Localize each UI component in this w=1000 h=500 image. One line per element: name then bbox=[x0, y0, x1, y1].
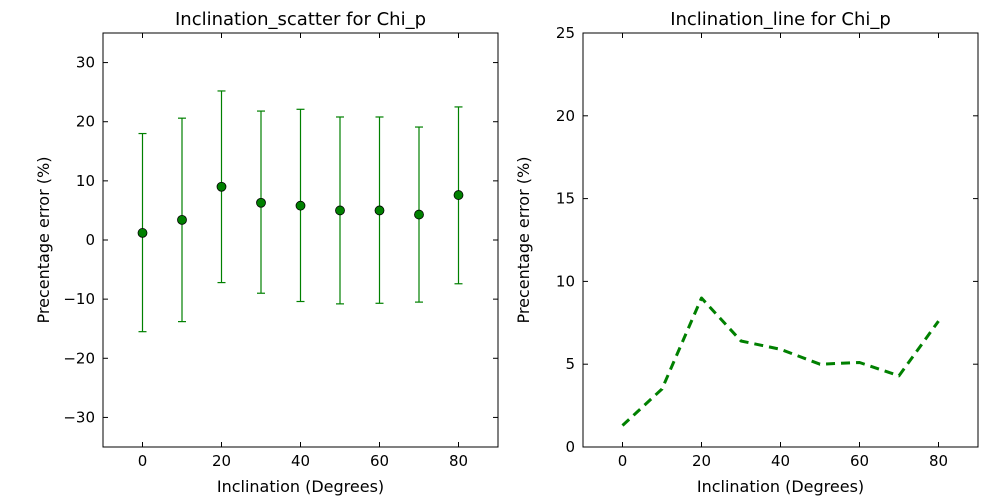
data-point bbox=[414, 209, 424, 220]
y-tick-label: 20 bbox=[556, 107, 575, 125]
y-tick-label: 15 bbox=[556, 190, 575, 208]
y-tick-label: 0 bbox=[85, 231, 95, 249]
x-tick-label: 60 bbox=[850, 452, 869, 470]
y-tick-label: 5 bbox=[565, 355, 575, 373]
data-point bbox=[256, 197, 266, 208]
data-point bbox=[216, 181, 227, 192]
series-line bbox=[621, 296, 940, 427]
y-tick-label: −10 bbox=[63, 290, 95, 308]
x-axis-label: Inclination (Degrees) bbox=[217, 477, 384, 496]
y-tick-label: 30 bbox=[76, 54, 95, 72]
y-axis-label: Precentage error (%) bbox=[514, 157, 533, 324]
x-tick-label: 0 bbox=[138, 452, 148, 470]
data-point bbox=[137, 228, 148, 238]
data-point bbox=[335, 205, 345, 216]
y-tick-label: −30 bbox=[63, 408, 95, 426]
y-tick-label: 20 bbox=[76, 113, 95, 131]
chart-title: Inclination_scatter for Chi_p bbox=[175, 9, 426, 30]
data-point bbox=[374, 205, 385, 216]
y-tick-label: 25 bbox=[556, 24, 575, 42]
y-tick-label: 0 bbox=[565, 438, 575, 456]
y-axis-label: Precentage error (%) bbox=[34, 157, 53, 324]
x-tick-label: 60 bbox=[370, 452, 389, 470]
x-tick-label: 20 bbox=[212, 452, 231, 470]
line-panel: Inclination_line for Chi_p 0 20 40 60 80 0 5 10 1… bbox=[514, 9, 979, 496]
x-tick-label: 80 bbox=[449, 452, 468, 470]
x-tick-label: 40 bbox=[291, 452, 310, 470]
data-point bbox=[453, 190, 464, 200]
data-point bbox=[295, 200, 306, 211]
x-axis-label: Inclination (Degrees) bbox=[697, 477, 864, 496]
x-tick-label: 20 bbox=[692, 452, 711, 470]
y-tick-label: −20 bbox=[63, 349, 95, 367]
data-point bbox=[177, 214, 187, 225]
y-tick-label: 10 bbox=[556, 272, 575, 290]
x-tick-label: 0 bbox=[618, 452, 628, 470]
x-tick-label: 40 bbox=[771, 452, 790, 470]
y-tick-label: 10 bbox=[76, 172, 95, 190]
chart-title: Inclination_line for Chi_p bbox=[670, 9, 891, 30]
scatter-errorbar-panel: Inclination_scatter for Chi_p 0 20 40 60 80 −3… bbox=[34, 9, 499, 496]
x-tick-label: 80 bbox=[929, 452, 948, 470]
plot-frame bbox=[582, 32, 979, 448]
